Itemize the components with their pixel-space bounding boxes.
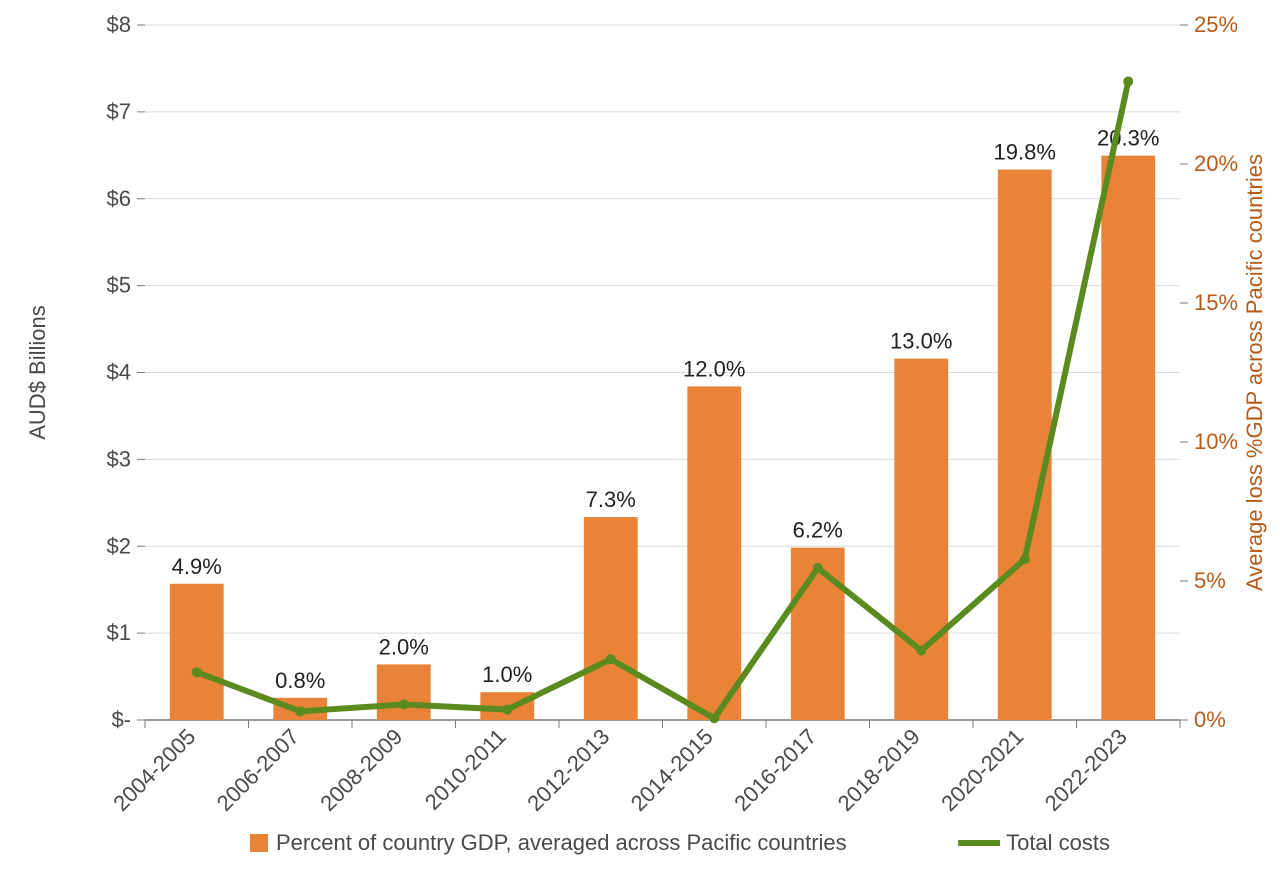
y-right-tick-label: 5% (1194, 568, 1226, 593)
y-right-tick-label: 0% (1194, 707, 1226, 732)
bar (998, 170, 1052, 720)
bar-value-label: 2.0% (379, 634, 429, 659)
y-right-axis-title: Average loss %GDP across Pacific countri… (1242, 154, 1267, 591)
y-right-tick-label: 10% (1194, 429, 1238, 454)
line-marker (295, 706, 305, 716)
bar-value-label: 4.9% (172, 554, 222, 579)
bar-value-label: 7.3% (586, 487, 636, 512)
dual-axis-chart: $- $1 $2 $3 $4 $5 $6 $7 $8 0% 5% 10% 15% 20% 25% 4.9% 0.… (0, 0, 1280, 874)
y-left-axis-title: AUD$ Billions (25, 305, 50, 440)
y-left-tick-label: $7 (107, 99, 131, 124)
line-marker (192, 667, 202, 677)
line-marker (399, 699, 409, 709)
bar (584, 517, 638, 720)
y-right-tick-label: 15% (1194, 290, 1238, 315)
bar-value-label: 19.8% (994, 140, 1056, 165)
y-left-tick-label: $5 (107, 273, 131, 298)
legend-label-bar: Percent of country GDP, averaged across … (276, 830, 847, 855)
bar-value-label: 0.8% (275, 668, 325, 693)
y-right-tick-label: 20% (1194, 151, 1238, 176)
bar-value-label: 6.2% (793, 518, 843, 543)
line-marker (606, 654, 616, 664)
bar-value-label: 1.0% (482, 662, 532, 687)
bar (170, 584, 224, 720)
y-left-tick-label: $8 (107, 12, 131, 37)
bar-value-label: 12.0% (683, 356, 745, 381)
line-marker (502, 705, 512, 715)
y-left-tick-label: $1 (107, 620, 131, 645)
bar (894, 359, 948, 720)
y-left-tick-label: $- (111, 707, 131, 732)
line-marker (813, 563, 823, 573)
line-marker (709, 713, 719, 723)
y-right-tick-label: 25% (1194, 12, 1238, 37)
bar (791, 548, 845, 720)
line-marker (916, 646, 926, 656)
y-left-tick-label: $6 (107, 186, 131, 211)
bar (377, 664, 431, 720)
legend-label-line: Total costs (1006, 830, 1110, 855)
bar-value-label: 20.3% (1097, 126, 1159, 151)
chart-svg: $- $1 $2 $3 $4 $5 $6 $7 $8 0% 5% 10% 15% 20% 25% 4.9% 0.… (0, 0, 1280, 874)
legend-swatch-bar (250, 834, 268, 852)
line-marker (1123, 76, 1133, 86)
line-marker (1020, 554, 1030, 564)
bar-value-label: 13.0% (890, 329, 952, 354)
bar (687, 386, 741, 720)
y-left-tick-label: $3 (107, 446, 131, 471)
y-left-tick-label: $2 (107, 533, 131, 558)
bar (1101, 156, 1155, 720)
y-left-tick-label: $4 (107, 360, 131, 385)
